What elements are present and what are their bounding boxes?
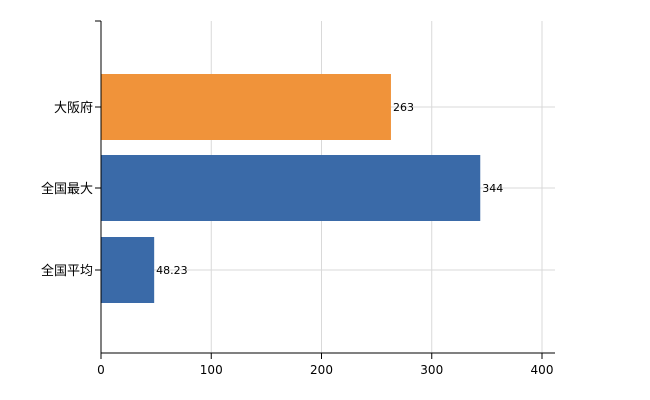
x-tick-label: 400: [531, 363, 554, 377]
data-label: 263: [393, 101, 414, 114]
x-tick-label: 100: [200, 363, 223, 377]
data-label: 48.23: [156, 264, 188, 277]
category-label: 全国平均: [41, 263, 93, 279]
bar: [101, 74, 391, 140]
bar: [101, 155, 481, 221]
category-label: 大阪府: [54, 101, 93, 116]
data-label: 344: [482, 182, 503, 195]
x-tick-label: 200: [310, 363, 333, 377]
x-tick-label: 300: [420, 363, 443, 377]
category-label: 全国最大: [41, 181, 93, 197]
x-tick-label: 0: [97, 363, 105, 377]
bar: [101, 237, 155, 303]
